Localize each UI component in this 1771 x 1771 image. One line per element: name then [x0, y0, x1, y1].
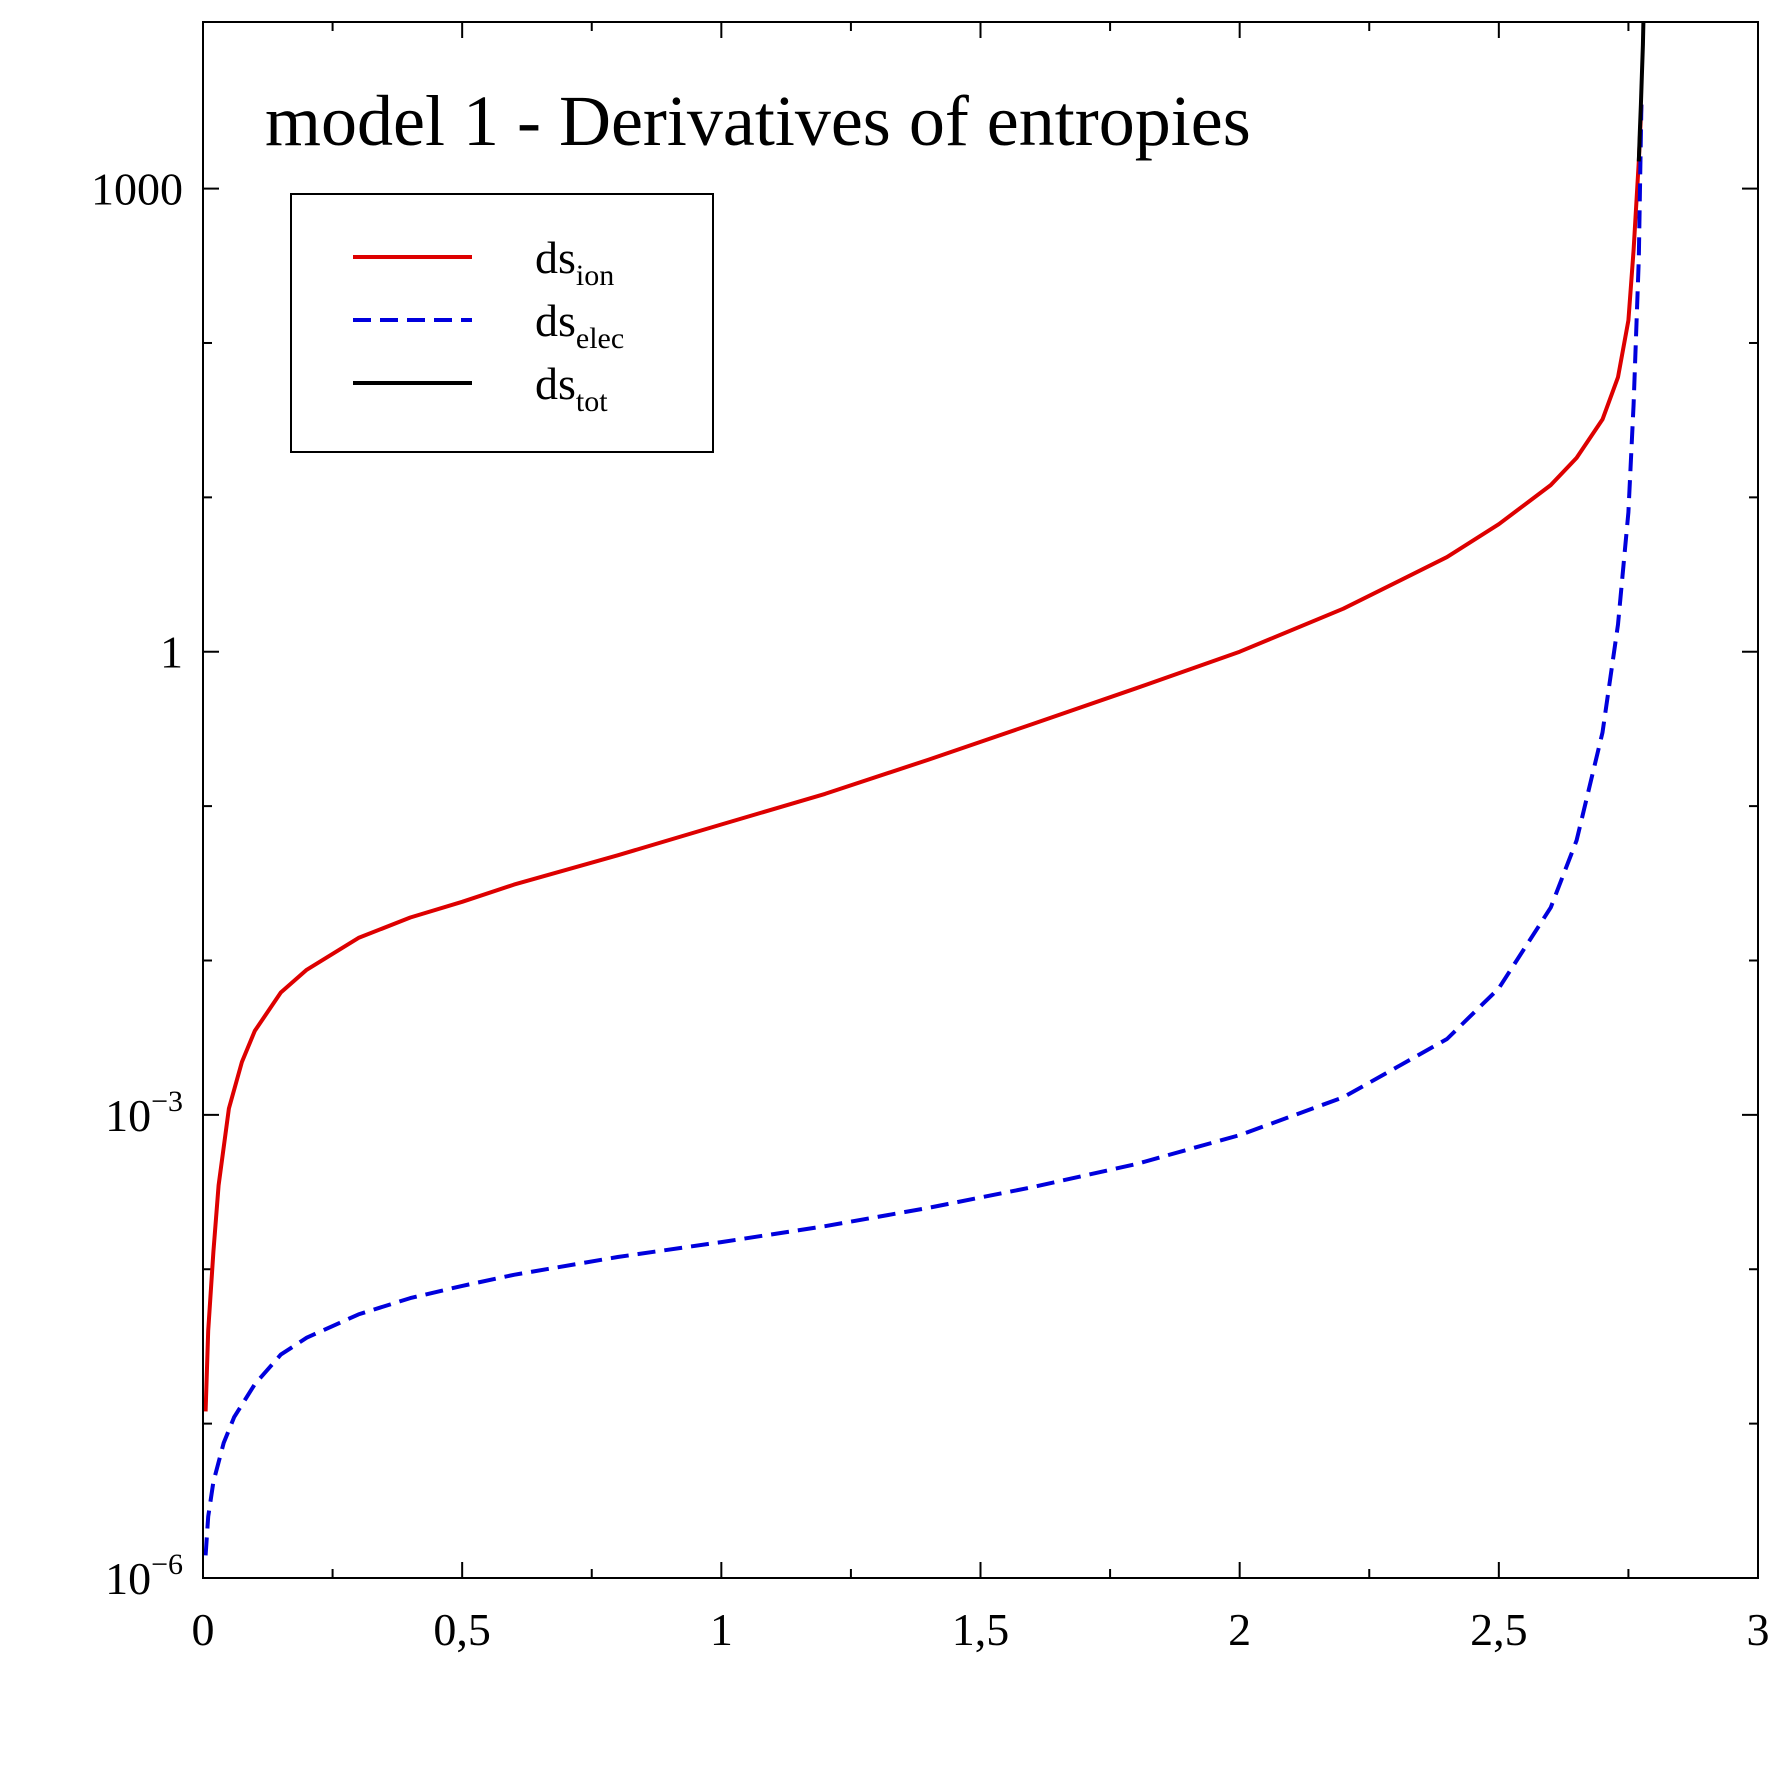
series-line-elec — [203, 104, 1644, 1556]
legend-label-tot: dstot — [535, 358, 608, 418]
y-tick-label: 1 — [160, 627, 183, 678]
series-line-tot — [1636, 22, 1646, 162]
y-tick-label: 1000 — [91, 164, 183, 215]
chart-title: model 1 - Derivatives of entropies — [265, 81, 1251, 161]
series-line-ion — [203, 104, 1644, 1412]
x-tick-label: 0,5 — [433, 1604, 491, 1655]
plot-lines — [203, 22, 1646, 1556]
x-tick-label: 1 — [710, 1604, 733, 1655]
x-tick-label: 2,5 — [1470, 1604, 1528, 1655]
x-tick-label: 3 — [1747, 1604, 1770, 1655]
legend-box — [290, 193, 714, 453]
x-axis-ticks: 0 0,5 1 1,5 2 2,5 3 — [192, 22, 1770, 1655]
plot-frame — [202, 21, 1759, 1579]
y-axis-ticks: 10−6 10−3 1 1000 — [91, 164, 1758, 1604]
legend-label-elec: dselec — [535, 295, 624, 355]
legend-label-ion: dsion — [535, 232, 614, 292]
x-tick-label: 2 — [1228, 1604, 1251, 1655]
y-tick-label: 10−3 — [105, 1085, 183, 1141]
y-tick-label: 10−6 — [105, 1548, 183, 1604]
x-tick-label: 1,5 — [952, 1604, 1010, 1655]
x-tick-label: 0 — [192, 1604, 215, 1655]
